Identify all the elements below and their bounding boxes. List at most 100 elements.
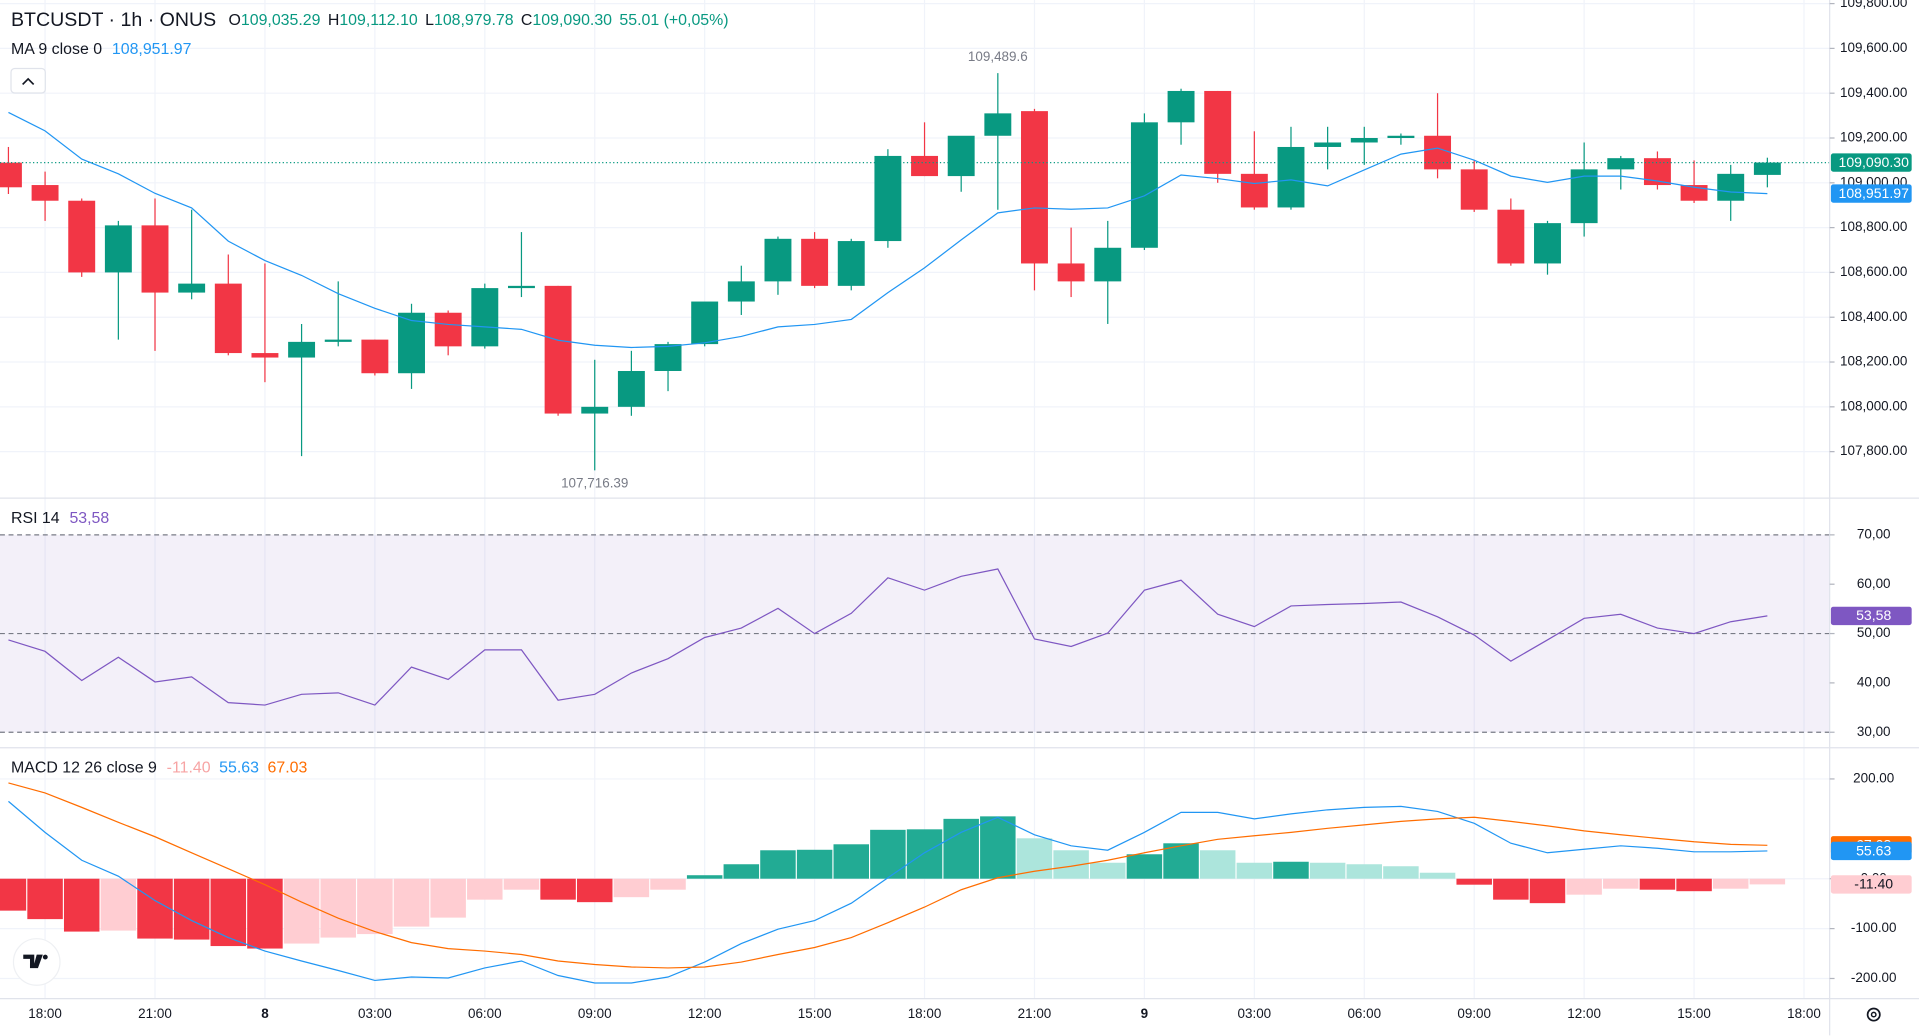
- signal-value: 67.03: [268, 760, 308, 777]
- macd-hist-value: -11.40: [167, 760, 211, 777]
- rsi-value: 53,58: [69, 510, 109, 527]
- y-tick-label: 108,600.00: [1840, 264, 1907, 279]
- macd-histogram-bar: [467, 878, 503, 900]
- candle-body: [1424, 135, 1452, 170]
- macd-histogram-bar: [27, 878, 63, 920]
- symbol-title: BTCUSDT · 1h · ONUS: [11, 9, 216, 31]
- candle-body: [544, 285, 572, 414]
- candle-body: [617, 370, 645, 407]
- chevron-icon[interactable]: [22, 77, 35, 86]
- macd-histogram-bar: [540, 878, 576, 900]
- price-badge: [1830, 153, 1912, 172]
- x-tick-label: 06:00: [468, 1006, 502, 1021]
- candle-body: [1460, 169, 1488, 210]
- macd-histogram-bar: [576, 878, 613, 903]
- gear-center[interactable]: [1870, 1011, 1877, 1018]
- logo-mark[interactable]: [23, 954, 48, 969]
- x-tick-label: 18:00: [28, 1006, 62, 1021]
- x-tick-label: 18:00: [1787, 1006, 1821, 1021]
- candle-body: [1277, 146, 1305, 208]
- gear-ring[interactable]: [1866, 1007, 1881, 1022]
- macd-histogram-bar: [357, 878, 393, 935]
- signal-line: [8, 782, 1768, 969]
- collapse-button-frame[interactable]: [10, 67, 46, 94]
- macd-histogram-bar: [1419, 872, 1456, 879]
- macd-histogram-bar: [320, 878, 356, 938]
- x-tick-label: 9: [1141, 1006, 1148, 1021]
- x-tick-label: 15:00: [1677, 1006, 1711, 1021]
- candle-body: [251, 353, 279, 358]
- macd-histogram-bar: [686, 875, 723, 879]
- candle-body: [178, 283, 206, 293]
- candle-body: [471, 288, 499, 347]
- extreme-label: 107,716.39: [561, 475, 628, 490]
- candle-body: [288, 341, 316, 358]
- ma-value: 108,951.97: [112, 41, 192, 58]
- candle-body: [654, 344, 682, 371]
- candle-body: [1570, 169, 1598, 224]
- candle-body: [691, 301, 719, 345]
- macd-histogram-bar: [1273, 861, 1309, 879]
- x-tick-label: 03:00: [358, 1006, 392, 1021]
- y-tick-label: 109,400.00: [1840, 85, 1907, 100]
- candle-body: [1021, 111, 1048, 264]
- ohlc-value: 109,035.29: [241, 12, 321, 29]
- legend: BTCUSDT · 1h · ONUS O109,035.29 H109,112.1…: [11, 9, 729, 777]
- collapse-button[interactable]: [10, 67, 46, 94]
- plot: 109,489.6 107,716.39: [0, 49, 1830, 984]
- price-badge: [1830, 606, 1912, 626]
- price-badge: [1830, 875, 1912, 894]
- ohlc-value: 109,112.10: [339, 12, 418, 29]
- candle-body: [1167, 90, 1195, 123]
- settings-button[interactable]: [1866, 1007, 1881, 1022]
- price-badge: [1830, 184, 1912, 203]
- candle-body: [727, 281, 755, 302]
- candle-body: [837, 241, 865, 286]
- ohlc-key: L: [425, 12, 434, 29]
- y-tick-label: 70,00: [1857, 526, 1891, 541]
- macd-histogram-bar: [1199, 850, 1236, 879]
- candle-body: [1240, 173, 1268, 208]
- candle-body: [141, 225, 169, 293]
- macd-histogram-bar: [430, 878, 466, 918]
- x-tick-label: 15:00: [798, 1006, 832, 1021]
- ohlc-key: O: [229, 12, 241, 29]
- candle-body: [104, 225, 132, 273]
- candle-body: [398, 312, 425, 374]
- x-tick-label: 8: [261, 1006, 269, 1021]
- y-tick-label: 109,200.00: [1840, 130, 1907, 145]
- macd-legend: MACD 12 26 close 9 -11.40 55.63 67.03: [11, 760, 307, 777]
- x-tick-label: 18:00: [908, 1006, 942, 1021]
- y-tick-label: 30,00: [1857, 724, 1891, 739]
- candle-body: [434, 312, 462, 347]
- macd-histogram-bar: [980, 816, 1016, 879]
- macd-histogram-bar: [1639, 878, 1676, 890]
- tv-logo[interactable]: [12, 938, 61, 986]
- x-tick-label: 09:00: [1457, 1006, 1491, 1021]
- candle-body: [1753, 162, 1781, 175]
- candle-body: [1607, 158, 1635, 170]
- ma-name: MA 9 close 0: [11, 41, 102, 58]
- macd-name: MACD 12 26 close 9: [11, 760, 157, 777]
- ohlc-key: C: [521, 12, 533, 29]
- candle-body: [874, 155, 902, 242]
- x-tick-label: 09:00: [578, 1006, 612, 1021]
- ma-legend: MA 9 close 0 108,951.97: [11, 41, 192, 58]
- candle-body: [361, 339, 389, 374]
- macd-histogram-bar: [796, 849, 833, 879]
- y-tick-label: 108,800.00: [1840, 219, 1907, 234]
- x-tick-label: 06:00: [1347, 1006, 1381, 1021]
- x-tick-label: 12:00: [688, 1006, 722, 1021]
- macd-histogram-bar: [906, 829, 943, 879]
- price-badge-label: 53,58: [1856, 607, 1891, 623]
- macd-histogram-bar: [137, 878, 173, 939]
- macd-histogram-bar: [1383, 866, 1419, 879]
- price-badge-label: 108,951.97: [1839, 185, 1910, 201]
- candle-body: [581, 406, 609, 414]
- candle-body: [214, 283, 242, 354]
- candle-body: [1534, 223, 1561, 264]
- candle-body: [1057, 263, 1085, 282]
- candle-body: [1130, 122, 1158, 248]
